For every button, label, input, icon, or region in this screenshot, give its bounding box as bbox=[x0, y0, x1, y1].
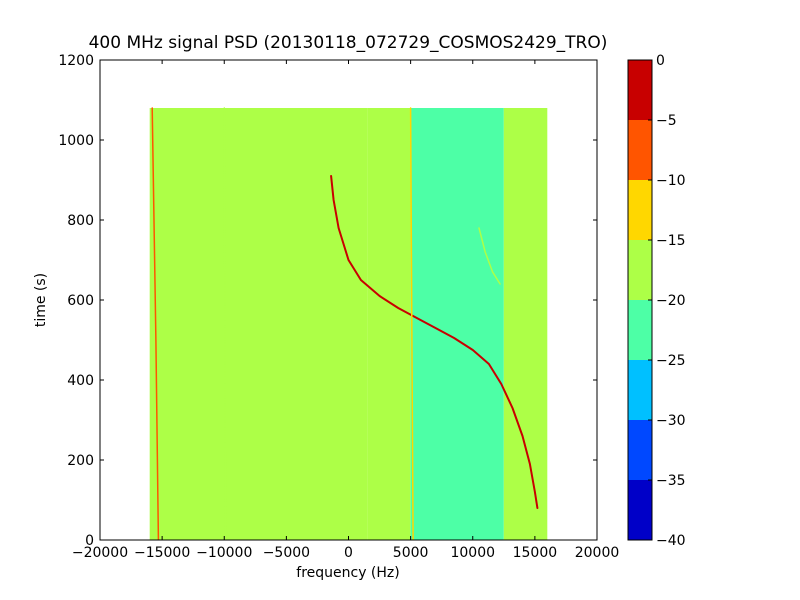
colorbar-segment bbox=[628, 120, 652, 180]
x-tick-label: −15000 bbox=[134, 545, 190, 561]
colorbar-label: −10 bbox=[656, 173, 686, 189]
y-tick-label: 1200 bbox=[58, 53, 94, 69]
x-tick-label: −20000 bbox=[72, 545, 128, 561]
colorbar-label: −20 bbox=[656, 293, 686, 309]
x-tick-label: 5000 bbox=[393, 545, 429, 561]
x-tick-label: 20000 bbox=[575, 545, 620, 561]
y-tick-label: 0 bbox=[85, 533, 94, 549]
x-tick-label: 10000 bbox=[450, 545, 495, 561]
trace-doppler-signal bbox=[330, 175, 539, 509]
trace-secondary-signal bbox=[478, 227, 501, 285]
chart-title: 400 MHz signal PSD (20130118_072729_COSM… bbox=[89, 33, 608, 53]
x-tick-label: 15000 bbox=[513, 545, 558, 561]
trace-tone-5000-hz bbox=[409, 107, 414, 540]
plot-area bbox=[99, 59, 598, 541]
x-tick-label: −5000 bbox=[263, 545, 310, 561]
colorbar-segment bbox=[628, 420, 652, 480]
signal-traces bbox=[151, 107, 539, 540]
y-tick-label: 400 bbox=[67, 373, 94, 389]
colorbar-label: −5 bbox=[656, 113, 677, 129]
y-axis-label: time (s) bbox=[33, 273, 49, 327]
colorbar-segment bbox=[628, 300, 652, 360]
y-axis: 0 200 400 600 800 1000 1200 bbox=[58, 53, 597, 549]
heatmap-region bbox=[149, 108, 368, 540]
colorbar-label: −35 bbox=[656, 473, 686, 489]
colorbar-label: −15 bbox=[656, 233, 686, 249]
colorbar-segment bbox=[628, 240, 652, 300]
heatmap-layer bbox=[149, 108, 548, 540]
colorbar-segment bbox=[628, 360, 652, 420]
x-axis: −20000 −15000 −10000 −5000 0 5000 10000 15000 20… bbox=[72, 60, 619, 561]
x-tick-label: −10000 bbox=[196, 545, 252, 561]
x-tick-label: 0 bbox=[344, 545, 353, 561]
y-tick-label: 800 bbox=[67, 213, 94, 229]
colorbar-label: −25 bbox=[656, 353, 686, 369]
colorbar-label: −30 bbox=[656, 413, 686, 429]
colorbar: −40 −35 −30 −25 −20 −15 −10 −5 0 bbox=[627, 53, 686, 549]
colorbar-segment bbox=[628, 480, 652, 540]
x-axis-label: frequency (Hz) bbox=[296, 565, 399, 581]
colorbar-label: 0 bbox=[656, 53, 665, 69]
y-tick-label: 200 bbox=[67, 453, 94, 469]
heatmap-texture bbox=[367, 108, 411, 540]
trace-tone-10000-hz bbox=[223, 107, 227, 540]
heatmap-region bbox=[410, 108, 504, 540]
colorbar-label: −40 bbox=[656, 533, 686, 549]
colorbar-segment bbox=[628, 180, 652, 240]
y-tick-label: 1000 bbox=[58, 133, 94, 149]
heatmap-region bbox=[503, 108, 548, 540]
colorbar-segment bbox=[628, 60, 652, 120]
trace-tone-15500-hz bbox=[151, 107, 160, 540]
y-tick-label: 600 bbox=[67, 293, 94, 309]
